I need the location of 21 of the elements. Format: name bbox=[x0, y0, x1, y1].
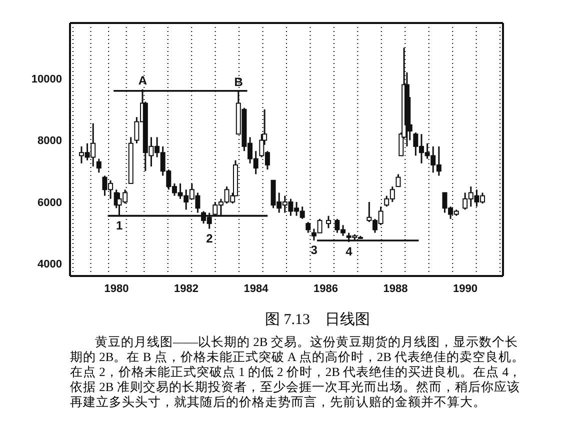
caption: 图 7.13 日线图 bbox=[264, 310, 371, 329]
annotation: B bbox=[234, 74, 244, 89]
x-tick-label: 1982 bbox=[174, 282, 198, 295]
y-tick-label: 10000 bbox=[31, 73, 62, 86]
text: 黄豆的月线图——以长期的 2B 交易。这份黄豆期货的月线图，显示数个长期的 2B。在 B 点，价格未能正式突破 A 点的高价时，2B 代表绝佳的卖空良机。在点 2，价格未能正式突破点 1 的低 2 价时，2B 代表绝佳的买进良机。在点 4，依据 2B 准则交易的长期投资者，至少会捱一次耳光而出场。然而，稍后你应该再建立多头头寸，就其随后的价格走势而言，先前认赔的金额并不算大。 bbox=[70, 335, 525, 410]
annotation: A bbox=[138, 73, 148, 88]
candlestick bbox=[96, 158, 102, 174]
annotation: 3 bbox=[310, 243, 318, 258]
x-tick-label: 1990 bbox=[452, 282, 478, 295]
y-tick-label: 8000 bbox=[38, 135, 62, 148]
candlestick bbox=[396, 173, 401, 188]
y-tick-label: 4000 bbox=[38, 258, 62, 271]
annotation: 1 bbox=[116, 218, 124, 232]
annotation: 4 bbox=[346, 244, 353, 259]
candlestick bbox=[326, 215, 331, 229]
x-tick-label: 1980 bbox=[104, 282, 129, 295]
x-tick-label: 1984 bbox=[244, 282, 270, 295]
y-tick-label: 6000 bbox=[38, 196, 62, 209]
annotation: 2 bbox=[206, 231, 214, 246]
x-tick-label: 1988 bbox=[383, 282, 408, 295]
x-tick-label: 1986 bbox=[313, 282, 338, 295]
